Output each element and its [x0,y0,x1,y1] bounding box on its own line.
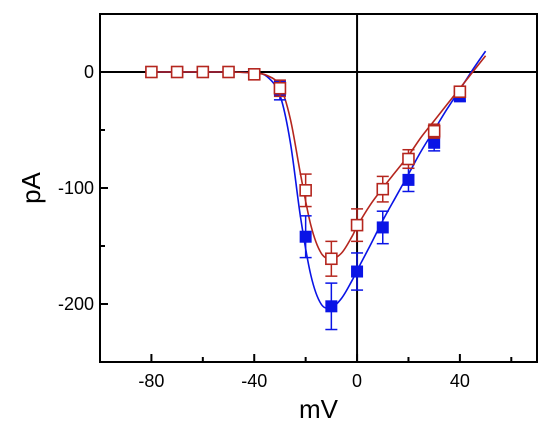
data-point-series-1 [351,265,364,278]
y-tick-label: 0 [84,62,94,82]
data-point-series-2 [273,81,287,95]
x-tick-label: 0 [352,371,362,391]
data-point-series-1 [376,221,389,234]
x-tick-label: 40 [450,371,470,391]
data-point-series-2 [145,65,158,79]
data-point-series-2 [222,65,235,79]
x-tick-label: -80 [138,371,164,391]
data-point-series-2 [196,65,210,79]
data-point-series-2 [402,152,415,166]
data-point-series-1 [325,300,338,313]
x-tick-label: -40 [241,371,267,391]
data-point-series-1 [402,173,415,186]
plot-frame [99,13,538,363]
data-point-series-2 [325,252,338,266]
fit-curve-1 [151,50,487,310]
data-point-series-2 [299,184,312,197]
data-point-series-2 [453,85,467,99]
y-tick-label: -200 [58,294,94,314]
data-point-series-2 [350,218,364,232]
data-point-series-2 [376,182,390,196]
data-point-series-2 [170,65,184,79]
y-tick-label: -100 [58,178,94,198]
x-axis-label: mV [299,394,339,424]
fit-curve-2 [151,55,487,260]
data-point-series-1 [428,136,441,149]
y-axis-label: pA [16,171,46,203]
data-point-series-1 [299,230,312,243]
data-point-series-2 [247,68,261,81]
data-point-series-2 [427,124,441,138]
